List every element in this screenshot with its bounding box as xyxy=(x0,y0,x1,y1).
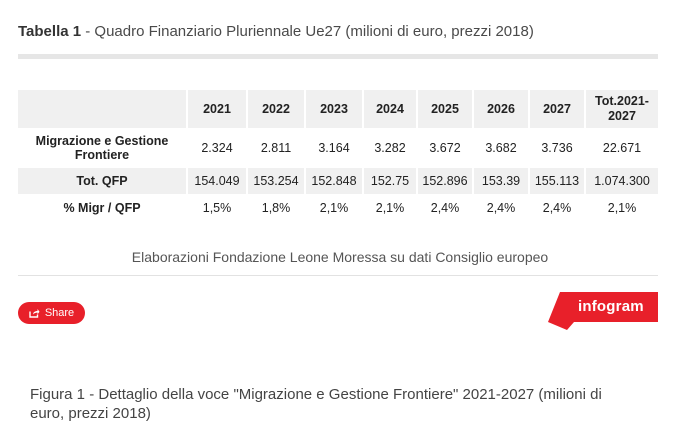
header-cell-2022: 2022 xyxy=(246,90,304,128)
table-cell: 2,4% xyxy=(528,194,584,222)
infogram-label: infogram xyxy=(578,298,644,315)
table-cell: 152.896 xyxy=(416,168,472,194)
table-header-row: 2021 2022 2023 2024 2025 2026 2027 Tot.2… xyxy=(18,90,658,128)
row-label: % Migr / QFP xyxy=(18,194,186,222)
header-cell-2021: 2021 xyxy=(186,90,246,128)
table-cell: 153.39 xyxy=(472,168,528,194)
source-note: Elaborazioni Fondazione Leone Moressa su… xyxy=(131,249,549,265)
table-cell: 2,4% xyxy=(472,194,528,222)
table-cell: 153.254 xyxy=(246,168,304,194)
table-row: % Migr / QFP 1,5% 1,8% 2,1% 2,1% 2,4% 2,… xyxy=(18,194,658,222)
share-button[interactable]: Share xyxy=(18,302,85,324)
header-cell-2024: 2024 xyxy=(362,90,416,128)
table-cell: 2,1% xyxy=(362,194,416,222)
table-cell: 152.848 xyxy=(304,168,362,194)
table-title: Tabella 1 - Quadro Finanziario Plurienna… xyxy=(18,23,534,40)
infogram-logo[interactable]: infogram xyxy=(548,292,658,332)
table-cell: 3.682 xyxy=(472,128,528,168)
table-cell: 2,4% xyxy=(416,194,472,222)
table-cell: 2.324 xyxy=(186,128,246,168)
header-cell-2023: 2023 xyxy=(304,90,362,128)
table-cell: 154.049 xyxy=(186,168,246,194)
share-label: Share xyxy=(44,307,75,319)
table-cell: 1.074.300 xyxy=(584,168,658,194)
table-cell: 155.113 xyxy=(528,168,584,194)
table-label: Tabella 1 xyxy=(18,23,82,40)
infogram-badge xyxy=(548,292,658,330)
row-label: Tot. QFP xyxy=(18,168,186,194)
row-label: Migrazione e Gestione Frontiere xyxy=(18,128,186,168)
header-cell-total: Tot.2021- 2027 xyxy=(584,90,658,128)
header-cell-empty xyxy=(18,90,186,128)
header-cell-2027: 2027 xyxy=(528,90,584,128)
table-cell: 1,5% xyxy=(186,194,246,222)
table-cell: 3.164 xyxy=(304,128,362,168)
table-title-text: - Quadro Finanziario Pluriennale Ue27 (m… xyxy=(81,23,534,40)
footer-divider xyxy=(18,275,658,276)
table-cell: 2.811 xyxy=(246,128,304,168)
table-cell: 3.282 xyxy=(362,128,416,168)
table-cell: 3.736 xyxy=(528,128,584,168)
table-cell: 2,1% xyxy=(304,194,362,222)
table-cell: 22.671 xyxy=(584,128,658,168)
financial-table: 2021 2022 2023 2024 2025 2026 2027 Tot.2… xyxy=(18,90,658,222)
table-cell: 152.75 xyxy=(362,168,416,194)
title-divider xyxy=(18,54,658,59)
figure-caption: Figura 1 - Dettaglio della voce "Migrazi… xyxy=(30,386,602,422)
table-cell: 1,8% xyxy=(246,194,304,222)
table-row: Migrazione e Gestione Frontiere 2.324 2.… xyxy=(18,128,658,168)
table-cell: 3.672 xyxy=(416,128,472,168)
table-cell: 2,1% xyxy=(584,194,658,222)
share-icon xyxy=(29,308,40,318)
header-cell-2025: 2025 xyxy=(416,90,472,128)
header-cell-2026: 2026 xyxy=(472,90,528,128)
table-row: Tot. QFP 154.049 153.254 152.848 152.75 … xyxy=(18,168,658,194)
